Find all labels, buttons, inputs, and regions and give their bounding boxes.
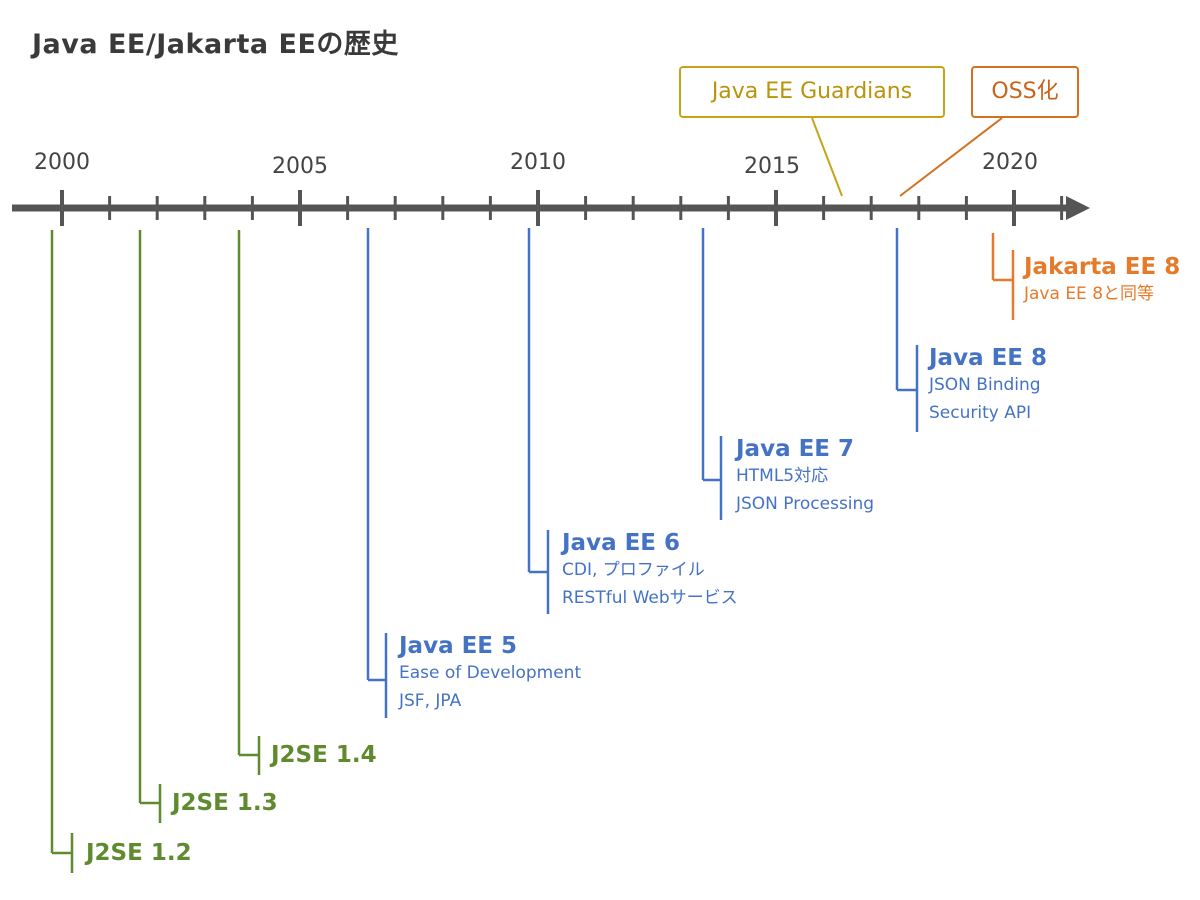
javaee5-connector <box>368 228 386 718</box>
javaee8-connector <box>897 228 917 432</box>
release-feature: RESTful Webサービス <box>562 584 738 612</box>
release-feature: HTML5対応 <box>736 462 874 490</box>
axis-arrowhead <box>1066 196 1090 220</box>
release-title: Java EE 6 <box>562 530 738 556</box>
year-label-2005: 2005 <box>272 154 328 179</box>
javaee6-connector <box>529 228 548 614</box>
oss-callout: OSS化 <box>971 66 1079 118</box>
release-title: Java EE 8 <box>929 345 1047 371</box>
release-title: J2SE 1.4 <box>271 742 377 768</box>
year-label-2020: 2020 <box>982 150 1038 175</box>
release-feature: JSF, JPA <box>399 687 581 715</box>
release-feature: CDI, プロファイル <box>562 556 738 584</box>
release-j2se-12: J2SE 1.2 <box>86 840 192 866</box>
j2se-12-connector <box>52 230 72 873</box>
release-title: J2SE 1.3 <box>172 790 278 816</box>
release-jakartaee8: Jakarta EE 8 Java EE 8と同等 <box>1024 254 1180 308</box>
release-javaee8: Java EE 8 JSON Binding Security API <box>929 345 1047 427</box>
release-feature: Java EE 8と同等 <box>1024 280 1180 308</box>
release-j2se-13: J2SE 1.3 <box>172 790 278 816</box>
j2se-13-connector <box>140 230 160 823</box>
guardians-callout: Java EE Guardians <box>679 66 945 118</box>
javaee7-connector <box>703 228 721 520</box>
year-label-2015: 2015 <box>744 154 800 179</box>
release-feature: Ease of Development <box>399 659 581 687</box>
release-javaee7: Java EE 7 HTML5対応 JSON Processing <box>736 436 874 518</box>
release-title: J2SE 1.2 <box>86 840 192 866</box>
release-javaee6: Java EE 6 CDI, プロファイル RESTful Webサービス <box>562 530 738 612</box>
year-label-2000: 2000 <box>34 150 90 175</box>
release-j2se-14: J2SE 1.4 <box>271 742 377 768</box>
year-label-2010: 2010 <box>510 150 566 175</box>
release-javaee5: Java EE 5 Ease of Development JSF, JPA <box>399 633 581 715</box>
release-title: Java EE 7 <box>736 436 874 462</box>
j2se-14-connector <box>239 230 259 775</box>
release-feature: Security API <box>929 399 1047 427</box>
release-title: Jakarta EE 8 <box>1024 254 1180 280</box>
release-title: Java EE 5 <box>399 633 581 659</box>
release-feature: JSON Binding <box>929 371 1047 399</box>
release-feature: JSON Processing <box>736 490 874 518</box>
jakartaee8-connector <box>993 233 1013 320</box>
guardians-connector <box>812 118 842 196</box>
